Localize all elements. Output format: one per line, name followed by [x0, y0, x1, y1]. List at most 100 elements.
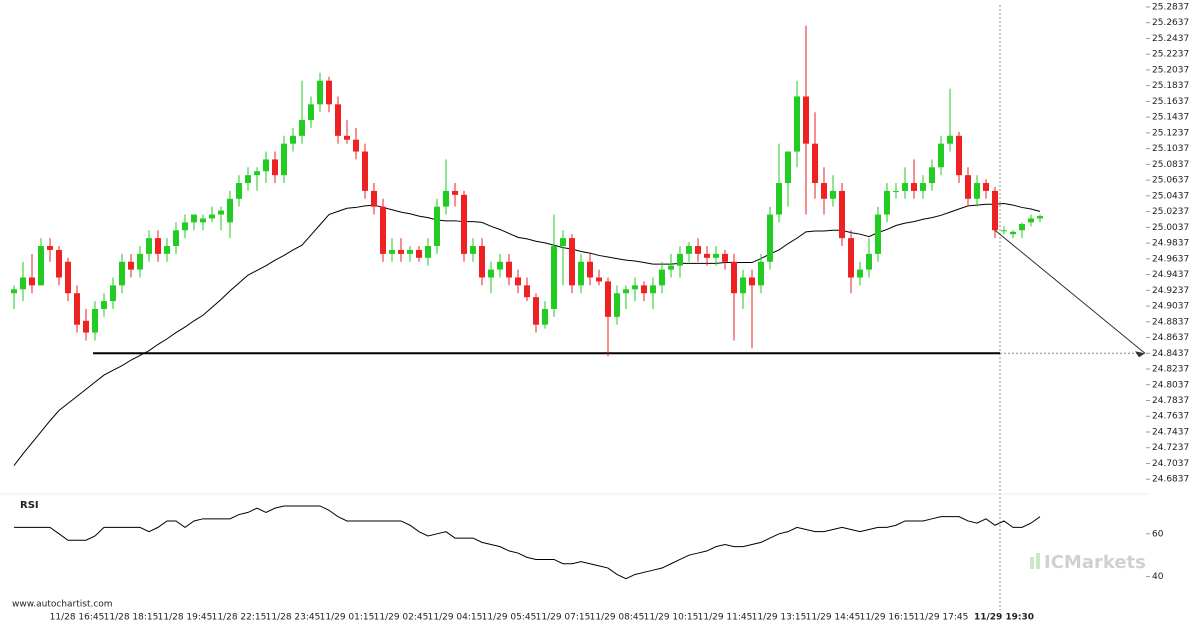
y-tick-label: 25.1837 [1152, 81, 1189, 91]
candle-body [308, 104, 314, 121]
candle-body [272, 159, 278, 176]
candle-body [11, 289, 17, 294]
candle-body [47, 246, 53, 250]
candle-body [344, 135, 350, 140]
candle-body [704, 253, 710, 258]
candle-body [911, 183, 917, 191]
y-tick-label: 24.7837 [1152, 396, 1189, 406]
x-tick-label: 11/29 02:45 [374, 613, 429, 623]
candle-body [830, 190, 836, 199]
candle-body [1001, 230, 1007, 232]
y-tick-label: 25.2237 [1152, 50, 1189, 60]
candle-body [389, 249, 395, 254]
x-tick-label: 11/28 23:45 [266, 613, 321, 623]
rsi-label: RSI [20, 500, 39, 511]
y-tick-label: 25.2037 [1152, 65, 1189, 75]
candle-body [983, 183, 989, 191]
candle-body [578, 261, 584, 286]
x-tick-label: 11/29 04:15 [428, 613, 483, 623]
candle-body [929, 167, 935, 184]
rsi-y-tick-label: 60 [1152, 529, 1164, 539]
candle-body [326, 80, 332, 105]
candle-body [515, 277, 521, 286]
y-tick-label: 25.1637 [1152, 97, 1189, 107]
candle-body [380, 206, 386, 254]
brand-logo: ICMarkets [1030, 552, 1146, 573]
y-tick-label: 25.0237 [1152, 207, 1189, 217]
candle-body [1010, 231, 1016, 235]
candle-body [695, 246, 701, 254]
candle-body [155, 238, 161, 254]
candle-body [488, 269, 494, 278]
candle-body [542, 308, 548, 325]
candle-body [200, 218, 206, 223]
y-tick-label: 25.0837 [1152, 160, 1189, 170]
candle-body [56, 249, 62, 278]
candle-body [29, 277, 35, 286]
candle-body [83, 320, 89, 333]
candle-body [686, 246, 692, 254]
candle-body [20, 277, 26, 290]
candle-body [587, 261, 593, 278]
candle-body [101, 301, 107, 309]
x-tick-label: 11/28 22:15 [212, 613, 267, 623]
candle-body [605, 281, 611, 317]
candle-body [893, 190, 899, 192]
candle-body [1037, 216, 1043, 219]
candle-body [92, 308, 98, 333]
candle-body [731, 261, 737, 294]
y-tick-label: 25.0437 [1152, 191, 1189, 201]
candle-body [497, 261, 503, 270]
candle-body [128, 261, 134, 270]
x-tick-label: 11/29 01:15 [320, 613, 375, 623]
candle-body [965, 175, 971, 199]
x-tick-label: 11/29 10:15 [644, 613, 699, 623]
candle-body [452, 190, 458, 195]
candle-body [281, 143, 287, 176]
candle-body [290, 135, 296, 144]
y-tick-label: 24.7437 [1152, 427, 1189, 437]
candle-body [1019, 223, 1025, 231]
candle-body [335, 104, 341, 136]
candle-body [236, 183, 242, 199]
candle-body [632, 285, 638, 290]
candle-body [866, 253, 872, 270]
y-tick-label: 24.9637 [1152, 254, 1189, 264]
x-tick-label: 11/29 08:45 [590, 613, 645, 623]
candle-body [299, 120, 305, 136]
candle-body [821, 183, 827, 199]
x-tick-label: 11/29 19:30 [974, 613, 1034, 623]
y-tick-label: 24.9837 [1152, 239, 1189, 249]
candle-body [227, 198, 233, 223]
y-tick-label: 24.8837 [1152, 317, 1189, 327]
y-tick-label: 25.0037 [1152, 223, 1189, 233]
forecast-arrow [994, 229, 1146, 354]
brand: ICMarkets [1044, 552, 1146, 573]
candle-body [677, 253, 683, 266]
candle-body [758, 261, 764, 286]
watermark: www.autochartist.com [12, 600, 113, 610]
candle-body [182, 222, 188, 231]
candle-body [749, 277, 755, 286]
candle-body [1028, 218, 1034, 223]
y-tick-label: 25.2437 [1152, 34, 1189, 44]
candle-body [173, 230, 179, 246]
candle-body [641, 285, 647, 294]
y-tick-label: 24.6837 [1152, 475, 1189, 485]
candle-body [992, 190, 998, 231]
candle-body [506, 261, 512, 278]
y-tick-label: 24.9037 [1152, 302, 1189, 312]
candle-body [839, 190, 845, 239]
candle-body [164, 246, 170, 254]
candle-body [812, 143, 818, 184]
y-tick-label: 25.2837 [1152, 2, 1189, 12]
candle-body [254, 171, 260, 176]
candle-body [218, 210, 224, 215]
candle-body [803, 96, 809, 144]
candle-body [470, 246, 476, 254]
candle-body [146, 238, 152, 254]
logo-bar [1036, 553, 1040, 569]
candle-body [740, 277, 746, 294]
candle-body [857, 269, 863, 278]
